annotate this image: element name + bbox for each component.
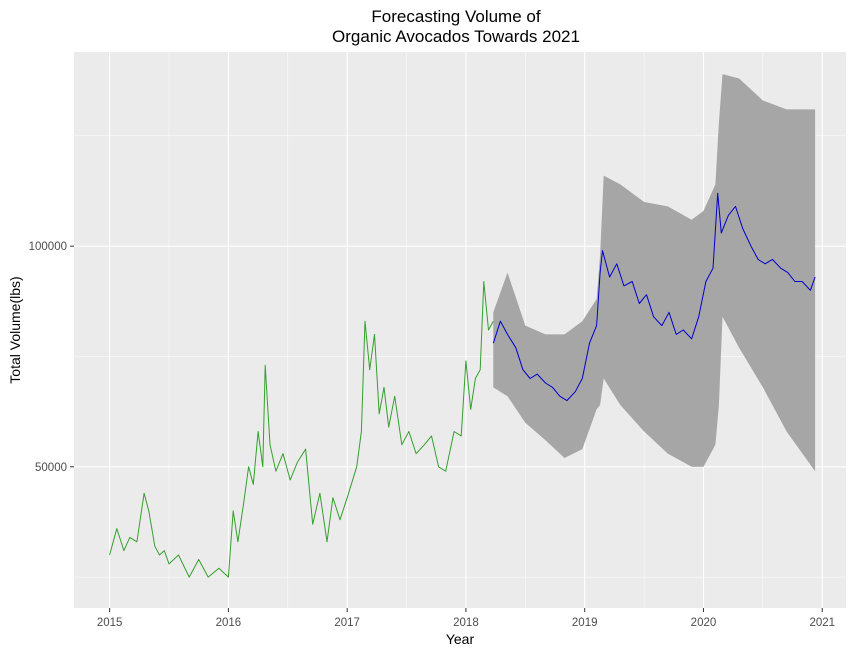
x-axis-label: Year [446,631,475,647]
y-tick-label: 100000 [29,241,67,253]
x-tick-label: 2016 [216,617,242,629]
chart-title-line-1: Forecasting Volume of [371,7,540,26]
x-tick-label: 2021 [809,617,835,629]
x-tick-label: 2015 [97,617,123,629]
y-axis-label: Total Volume(lbs) [7,276,23,383]
x-tick-label: 2018 [453,617,479,629]
axis-ticks: 2015 2016 2017 2018 2019 2020 2021 50000 100000 [29,241,835,629]
historical-volume-line [109,281,494,578]
forecast-volume-line [492,192,816,402]
chart-marks [109,74,816,578]
chart-title-line-2: Organic Avocados Towards 2021 [332,27,580,46]
prediction-interval-band [493,74,816,472]
y-tick-label: 50000 [35,462,67,474]
x-tick-label: 2020 [691,617,717,629]
x-tick-label: 2017 [334,617,360,629]
x-tick-label: 2019 [572,617,598,629]
